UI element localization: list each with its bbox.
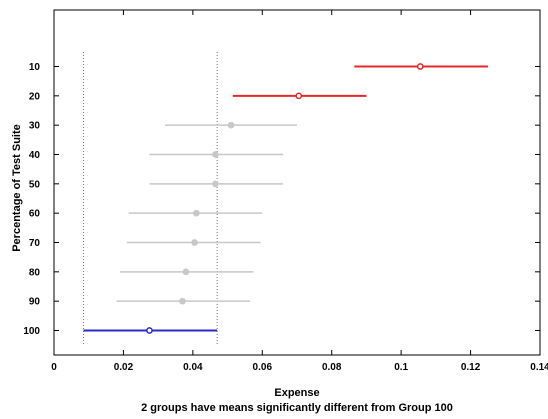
x-tick-label: 0.1 xyxy=(394,362,408,373)
y-tick-label: 40 xyxy=(29,150,41,161)
y-tick-label: 80 xyxy=(29,267,41,278)
mean-point-60 xyxy=(192,209,200,217)
x-tick-label: 0.06 xyxy=(253,362,273,373)
mean-point-50 xyxy=(212,180,219,188)
reference-lines xyxy=(83,52,218,346)
plot-frame xyxy=(53,9,541,356)
mean-point-100 xyxy=(146,327,153,334)
y-tick-label: 20 xyxy=(29,91,41,102)
y-axis: 10 20 30 40 50 60 70 80 90 100 xyxy=(23,62,540,337)
x-tick-label: 0.02 xyxy=(114,362,134,373)
y-tick-label: 70 xyxy=(29,238,41,249)
mean-point-90 xyxy=(179,297,186,305)
y-axis-label: Percentage of Test Suite xyxy=(11,124,23,252)
x-tick-label: 0 xyxy=(51,362,57,373)
x-tick-label: 0.04 xyxy=(183,362,203,373)
y-tick-label: 60 xyxy=(29,209,41,220)
chart-caption: 2 groups have means significantly differ… xyxy=(141,402,453,414)
x-tick-label: 0.14 xyxy=(530,362,548,373)
mean-point-30 xyxy=(227,121,235,129)
mean-point-20 xyxy=(295,92,303,100)
mean-point-40 xyxy=(212,151,219,158)
mean-point-10 xyxy=(416,63,424,70)
y-tick-label: 10 xyxy=(29,62,41,73)
x-axis-label: Expense xyxy=(274,387,319,399)
y-tick-label: 30 xyxy=(29,121,41,132)
mean-point-70 xyxy=(191,239,198,246)
y-tick-label: 50 xyxy=(29,179,41,190)
y-tick-label: 100 xyxy=(23,326,40,337)
mean-point-80 xyxy=(182,268,190,276)
y-tick-label: 90 xyxy=(29,297,41,308)
x-axis: 0 0.02 0.04 0.06 0.08 0.1 0.12 0.14 xyxy=(51,10,548,373)
intervals xyxy=(83,63,488,334)
x-tick-label: 0.12 xyxy=(461,362,481,373)
x-tick-label: 0.08 xyxy=(322,362,342,373)
